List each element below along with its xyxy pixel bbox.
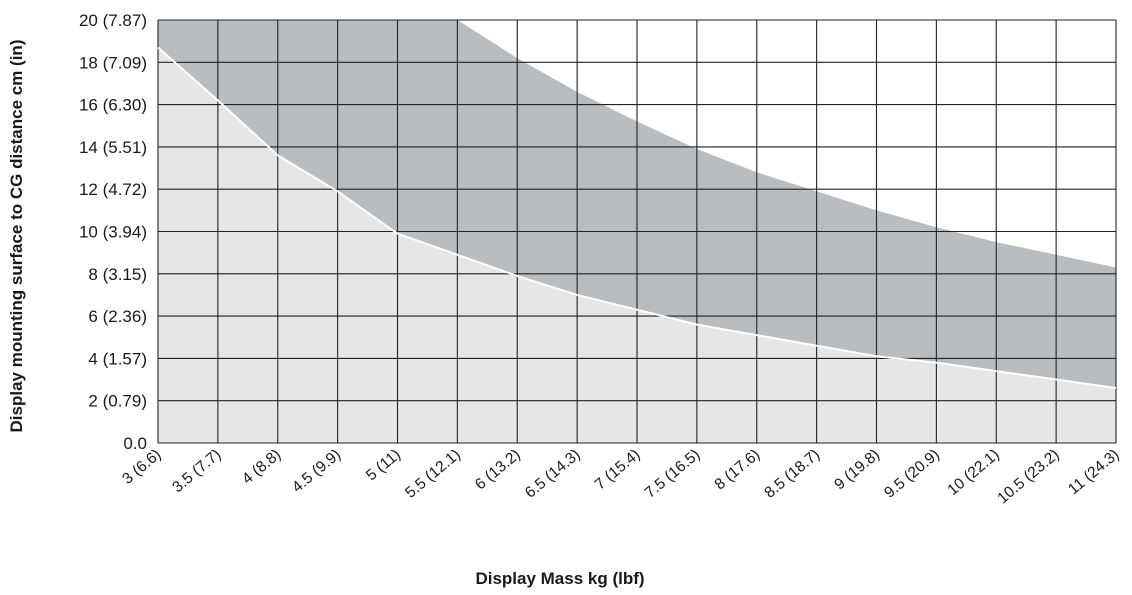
x-tick-label: 4 (8.8) [239, 446, 284, 488]
y-tick-label: 16 (6.30) [79, 96, 147, 115]
x-tick-label: 9 (19.8) [831, 446, 883, 493]
x-tick-label: 6.5 (14.3) [522, 446, 584, 502]
chart-grid [157, 19, 1117, 444]
y-tick-label: 12 (4.72) [79, 180, 147, 199]
x-tick-label: 4.5 (9.9) [289, 446, 344, 496]
x-tick-label: 5.5 (12.1) [402, 446, 464, 502]
x-tick-label: 7 (15.4) [592, 446, 644, 493]
y-tick-label: 6 (2.36) [88, 307, 147, 326]
x-tick-label: 10 (22.1) [944, 446, 1002, 499]
y-tick-label: 2 (0.79) [88, 392, 147, 411]
y-tick-label: 14 (5.51) [79, 138, 147, 157]
x-axis-title: Display Mass kg (lbf) [475, 569, 644, 588]
x-tick-label: 11 (24.3) [1065, 446, 1123, 498]
y-tick-label: 0.0 [123, 434, 147, 453]
chart-curves [157, 46, 1117, 390]
x-tick-label: 9.5 (20.9) [881, 446, 943, 502]
lower-boundary-line [157, 46, 1117, 390]
x-tick-label: 6 (13.2) [472, 446, 524, 493]
x-tick-labels: 3 (6.6) 3.5 (7.7) 4 (8.8) 4.5 (9.9) 5 (11)5.… [119, 446, 1122, 507]
y-axis-title: Display mounting surface to CG distance … [7, 40, 26, 433]
x-tick-label: 10.5 (23.2) [994, 446, 1062, 507]
y-tick-labels: 0.0 2 (0.79) 4 (1.57) 6 (2.36) 8 (3.15) 10 (3… [79, 11, 147, 453]
y-tick-label: 20 (7.87) [79, 11, 147, 30]
x-tick-label: 3.5 (7.7) [169, 446, 224, 496]
y-tick-label: 8 (3.15) [88, 265, 147, 284]
y-tick-label: 10 (3.94) [79, 223, 147, 242]
x-tick-label: 8.5 (18.7) [761, 446, 823, 502]
y-tick-label: 18 (7.09) [79, 53, 147, 72]
y-tick-label: 4 (1.57) [88, 349, 147, 368]
x-tick-label: 5 (11) [363, 446, 404, 484]
x-tick-label: 8 (17.6) [711, 446, 763, 493]
x-tick-label: 7.5 (16.5) [642, 446, 704, 502]
